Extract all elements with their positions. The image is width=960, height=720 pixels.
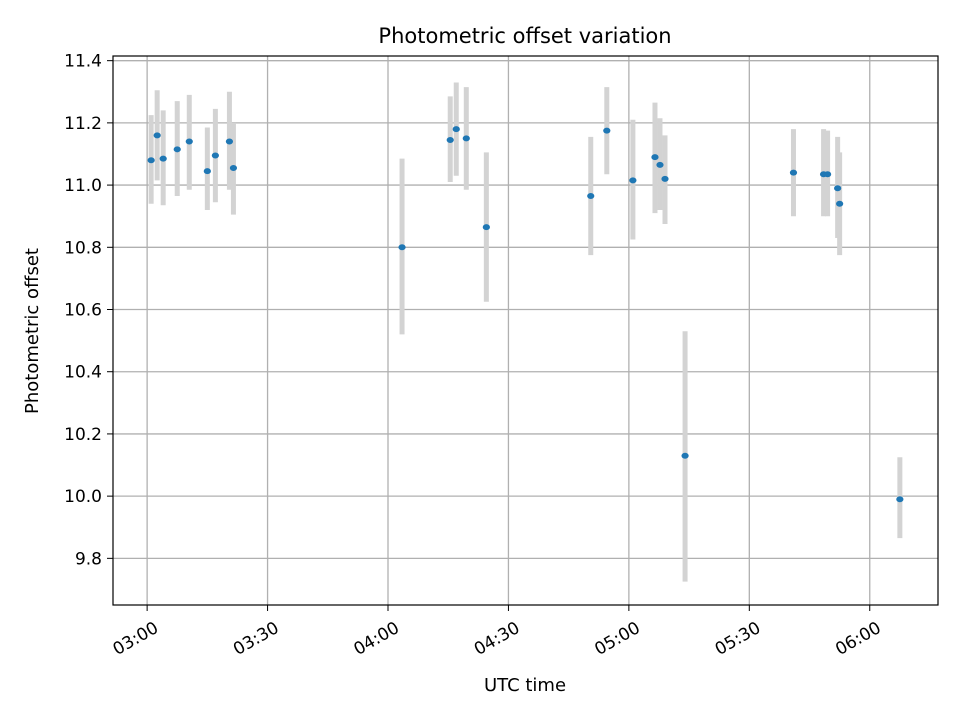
data-point: [398, 244, 406, 251]
data-point: [159, 155, 167, 162]
data-point: [587, 192, 595, 199]
data-point: [452, 126, 460, 133]
y-tick-label: 11.2: [64, 114, 102, 134]
chart-title: Photometric offset variation: [378, 24, 671, 48]
x-tick-label: 06:00: [832, 618, 884, 660]
x-tick-label: 04:00: [350, 618, 402, 660]
data-point: [482, 224, 490, 231]
grid: [113, 56, 938, 605]
data-point: [651, 154, 659, 161]
data-point: [153, 132, 161, 139]
y-tick-label: 10.0: [64, 487, 102, 507]
y-tick-label: 10.4: [64, 363, 102, 383]
x-tick-label: 05:30: [712, 618, 764, 660]
data-point: [203, 168, 211, 175]
data-point: [446, 136, 454, 143]
data-point: [211, 152, 219, 159]
x-tick-label: 03:30: [230, 618, 282, 660]
y-tick-label: 10.2: [64, 425, 102, 445]
plot-frame: [112, 55, 939, 606]
data-point: [629, 177, 637, 184]
data-point: [661, 175, 669, 182]
y-tick-label: 10.6: [64, 301, 102, 321]
data-point: [603, 127, 611, 134]
y-tick-label: 9.8: [75, 549, 102, 569]
x-axis-label: UTC time: [484, 675, 566, 696]
x-tick-label: 03:00: [110, 618, 162, 660]
data-point: [185, 138, 193, 145]
data-point: [823, 171, 832, 178]
data-point: [229, 164, 238, 171]
data-point: [789, 169, 798, 176]
data-point: [896, 496, 904, 503]
data-point: [173, 146, 181, 153]
y-tick-label: 11.0: [64, 176, 102, 196]
data-point: [656, 161, 664, 168]
data-point: [462, 135, 470, 142]
data-point: [147, 157, 155, 164]
error-bars: [148, 82, 903, 582]
x-tick-label: 05:00: [591, 618, 643, 660]
y-axis-ticks: 9.8 10.0 10.2 10.4 10.6 10.8 11.0 11.2 11.4: [64, 52, 113, 569]
data-point: [836, 200, 844, 207]
data-point: [834, 185, 842, 192]
data-point: [681, 452, 689, 459]
data-points: [147, 126, 904, 503]
y-tick-label: 11.4: [64, 52, 102, 72]
y-axis-label: Photometric offset: [22, 248, 43, 414]
x-axis-ticks: 03:00 03:30 04:00 04:30 05:00 05:30 06:00: [110, 605, 885, 660]
y-tick-label: 10.8: [64, 238, 102, 258]
data-point: [225, 138, 234, 145]
x-tick-label: 04:30: [471, 618, 523, 660]
